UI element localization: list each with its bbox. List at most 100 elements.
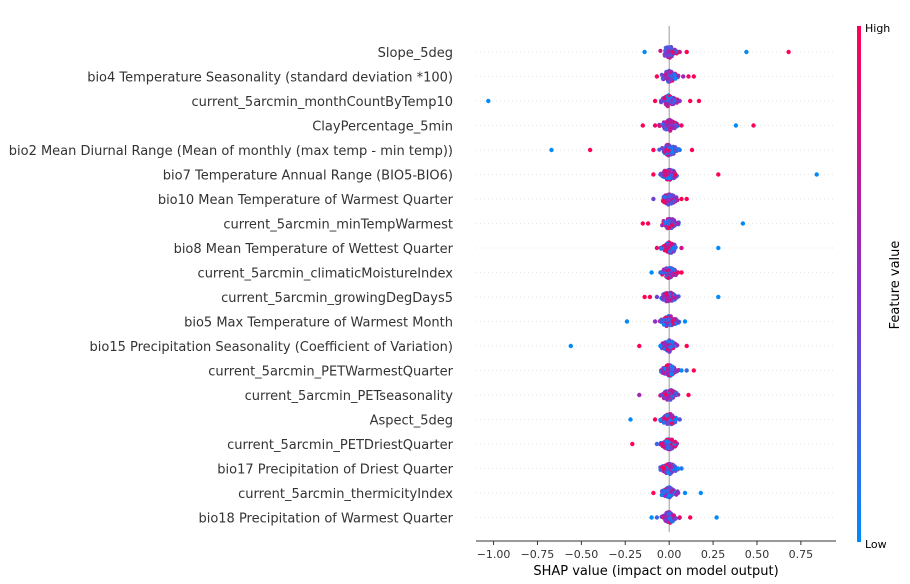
shap-point: [660, 295, 665, 300]
shap-point: [684, 343, 689, 349]
shap-point: [672, 72, 677, 77]
shap-point: [670, 389, 675, 394]
shap-point: [679, 245, 684, 251]
shap-point: [664, 119, 670, 125]
shap-point: [698, 490, 703, 496]
shap-point: [651, 196, 656, 202]
shap-point: [664, 291, 669, 296]
shap-point: [677, 417, 682, 422]
shap-point: [691, 368, 696, 373]
shap-point: [664, 127, 669, 132]
shap-point: [654, 245, 660, 251]
shap-point: [658, 48, 663, 54]
shap-point: [665, 347, 670, 352]
shap-point: [684, 49, 689, 55]
feature-label: bio10 Mean Temperature of Warmest Quarte…: [158, 193, 454, 208]
shap-point: [668, 486, 674, 491]
x-tick-label: 0.25: [701, 548, 726, 561]
shap-point: [630, 441, 635, 447]
shap-point: [628, 417, 633, 422]
shap-point: [669, 74, 674, 79]
shap-point: [679, 466, 684, 471]
shap-point: [666, 225, 671, 230]
shap-point: [674, 294, 679, 300]
shap-point: [666, 420, 671, 425]
shap-point: [663, 518, 669, 523]
shap-point: [665, 102, 670, 107]
shap-point: [786, 49, 791, 55]
shap-point: [751, 123, 756, 128]
shap-point: [677, 49, 682, 55]
shap-point: [671, 193, 676, 198]
shap-point: [486, 98, 491, 104]
shap-point: [654, 515, 660, 520]
feature-label: Slope_5deg: [378, 46, 453, 61]
shap-point: [669, 421, 675, 426]
shap-point: [647, 294, 653, 300]
shap-point: [652, 319, 658, 324]
shap-point: [667, 194, 672, 199]
shap-point: [666, 53, 671, 58]
shap-point: [686, 392, 691, 398]
shap-point: [654, 441, 660, 447]
shap-point: [696, 98, 702, 104]
shap-point: [658, 270, 663, 275]
shap-point: [668, 345, 673, 350]
shap-point: [675, 270, 681, 275]
shap-point: [654, 294, 660, 300]
colorbar-low-label: Low: [865, 538, 887, 551]
shap-point: [658, 343, 663, 349]
shap-point: [651, 490, 656, 496]
shap-point: [669, 173, 674, 178]
feature-labels: Slope_5deg bio4 Temperature Seasonality (…: [9, 46, 454, 527]
shap-point: [665, 295, 670, 300]
shap-point: [672, 317, 677, 322]
shap-point: [667, 493, 672, 498]
shap-point: [666, 511, 671, 516]
feature-label: bio15 Precipitation Seasonality (Coeffic…: [90, 340, 453, 355]
shap-point: [671, 169, 677, 174]
shap-point: [670, 49, 675, 55]
shap-point: [661, 420, 667, 425]
shap-point: [658, 172, 663, 177]
shap-point: [657, 123, 662, 128]
shap-point: [672, 244, 677, 249]
shap-point: [658, 417, 663, 422]
shap-point: [549, 147, 554, 153]
shap-point: [744, 49, 749, 55]
shap-point: [651, 172, 656, 177]
feature-label: bio4 Temperature Seasonality (standard d…: [87, 71, 453, 86]
shap-point: [669, 372, 674, 377]
shap-point: [637, 392, 642, 398]
shap-point: [688, 98, 693, 104]
shap-point: [675, 490, 681, 496]
shap-point: [677, 98, 682, 104]
feature-label: current_5arcmin_growingDegDays5: [221, 291, 453, 306]
shap-point: [672, 198, 677, 203]
shap-point: [669, 437, 675, 442]
shap-point: [675, 319, 681, 324]
shap-point: [668, 69, 673, 74]
shap-point: [681, 74, 686, 79]
shap-point: [673, 76, 678, 81]
shap-point: [670, 223, 675, 228]
shap-point: [670, 150, 675, 155]
shap-point: [733, 123, 739, 128]
shap-point: [651, 147, 656, 153]
shap-point: [673, 439, 678, 444]
feature-label: bio5 Max Temperature of Warmest Month: [184, 316, 453, 331]
colorbar-high-label: High: [865, 22, 890, 35]
shap-point: [668, 322, 673, 328]
feature-label: ClayPercentage_5min: [312, 120, 453, 135]
shap-point: [660, 317, 666, 323]
shap-point: [665, 242, 671, 247]
shap-point: [642, 49, 647, 55]
shap-point: [668, 314, 673, 319]
shap-point: [659, 441, 665, 447]
feature-label: bio8 Mean Temperature of Wettest Quarter: [174, 242, 454, 257]
shap-point: [667, 249, 673, 254]
x-tick-label: 0.75: [789, 548, 814, 561]
shap-point: [662, 220, 668, 226]
shap-point: [665, 76, 670, 82]
x-tick-label: −0.25: [608, 548, 642, 561]
